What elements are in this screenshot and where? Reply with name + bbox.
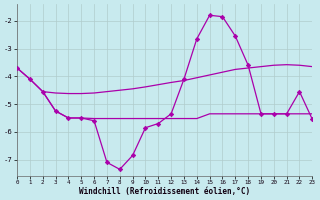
X-axis label: Windchill (Refroidissement éolien,°C): Windchill (Refroidissement éolien,°C) xyxy=(79,187,250,196)
